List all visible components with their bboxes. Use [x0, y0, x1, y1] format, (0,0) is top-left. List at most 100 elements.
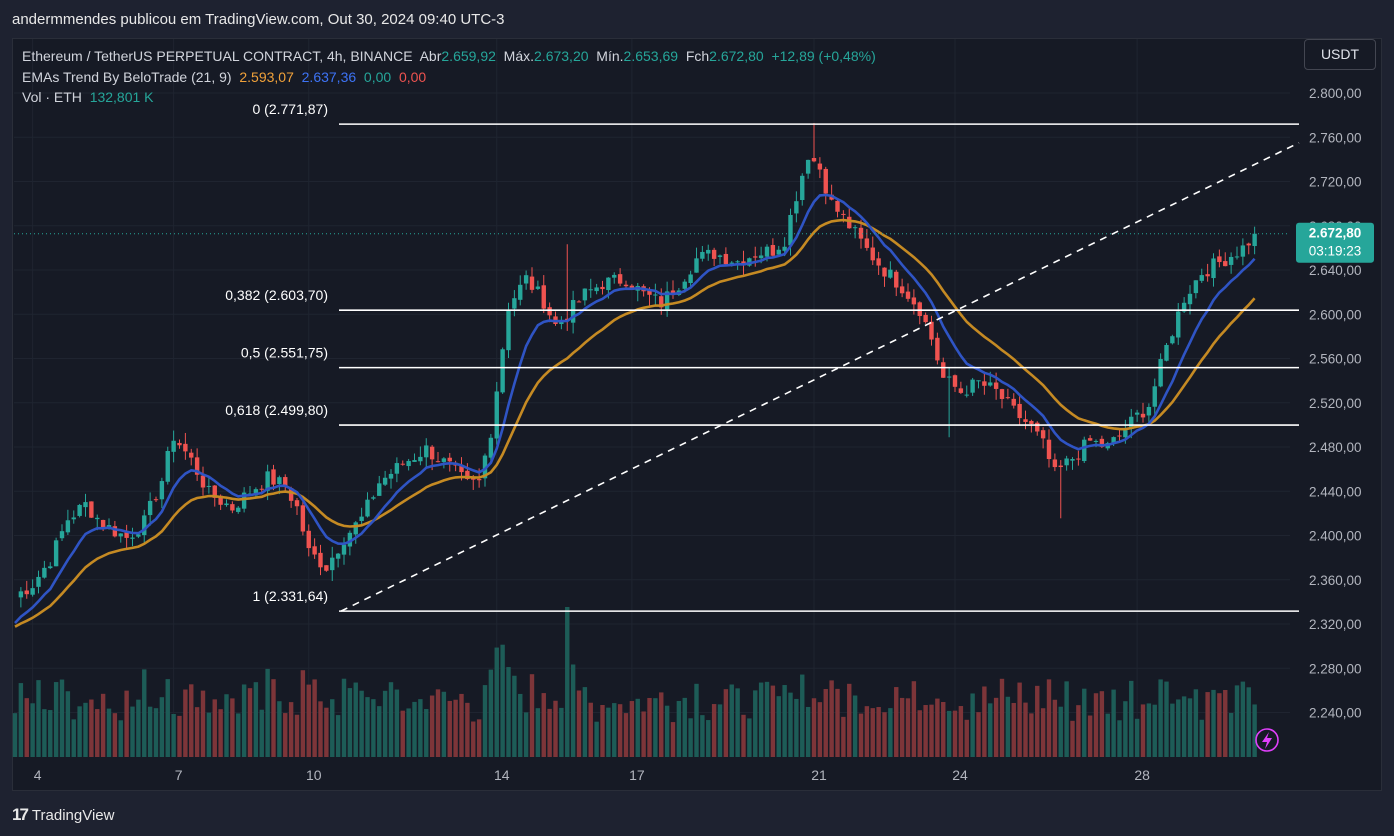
lightning-icon[interactable] — [1255, 728, 1279, 752]
candle-body[interactable] — [664, 291, 670, 310]
candle-body[interactable] — [36, 576, 41, 587]
candle-body[interactable] — [905, 291, 911, 299]
candle-body[interactable] — [1240, 245, 1246, 257]
candle-body[interactable] — [236, 507, 241, 512]
ema-title[interactable]: EMAs Trend By BeloTrade (21, 9) — [22, 68, 232, 85]
chart-panel[interactable] — [12, 38, 1382, 791]
candle-body[interactable] — [306, 530, 311, 549]
candle-body[interactable] — [429, 446, 435, 460]
candle-body[interactable] — [259, 488, 264, 490]
candle-body[interactable] — [335, 553, 341, 559]
candle-body[interactable] — [194, 457, 200, 475]
candle-body[interactable] — [1035, 422, 1040, 432]
candle-body[interactable] — [494, 391, 499, 439]
candle-body[interactable] — [65, 520, 71, 533]
candle-body[interactable] — [1205, 274, 1210, 277]
candle-body[interactable] — [253, 489, 259, 496]
candle-body[interactable] — [935, 337, 940, 361]
trend-line[interactable] — [340, 142, 1300, 612]
candle-body[interactable] — [1029, 420, 1034, 424]
candle-body[interactable] — [659, 296, 664, 308]
volume-title[interactable]: Vol · ETH — [22, 89, 82, 105]
candle-body[interactable] — [418, 456, 423, 462]
candle-body[interactable] — [435, 461, 441, 463]
candle-body[interactable] — [970, 379, 975, 393]
candle-body[interactable] — [1076, 458, 1081, 460]
candle-body[interactable] — [1217, 256, 1222, 263]
candle-body[interactable] — [782, 246, 787, 251]
candle-body[interactable] — [212, 485, 217, 498]
candle-body[interactable] — [159, 481, 165, 500]
candle-body[interactable] — [353, 522, 358, 535]
candle-body[interactable] — [382, 477, 388, 485]
candle-body[interactable] — [523, 275, 529, 284]
candle-body[interactable] — [271, 469, 276, 485]
candle-body[interactable] — [688, 274, 693, 283]
candle-body[interactable] — [265, 471, 270, 491]
candle-body[interactable] — [283, 477, 288, 487]
candle-body[interactable] — [89, 501, 94, 518]
candle-body[interactable] — [341, 544, 347, 555]
candle-body[interactable] — [988, 382, 993, 386]
candle-body[interactable] — [441, 458, 447, 462]
candle-body[interactable] — [999, 389, 1005, 399]
candle-body[interactable] — [717, 255, 723, 257]
candle-body[interactable] — [100, 519, 106, 529]
candle-body[interactable] — [576, 301, 582, 303]
candle-body[interactable] — [200, 475, 206, 488]
candle-body[interactable] — [42, 567, 47, 578]
candle-body[interactable] — [1040, 430, 1046, 439]
candle-body[interactable] — [1211, 258, 1216, 279]
candle-body[interactable] — [59, 531, 65, 539]
candle-body[interactable] — [1140, 413, 1146, 418]
candle-body[interactable] — [512, 298, 517, 309]
candle-body[interactable] — [1199, 275, 1204, 281]
symbol-name[interactable]: Ethereum / TetherUS PERPETUAL CONTRACT, … — [22, 48, 413, 64]
candle-body[interactable] — [1252, 233, 1257, 247]
candle-body[interactable] — [729, 262, 734, 264]
candle-body[interactable] — [147, 500, 153, 516]
candle-body[interactable] — [112, 526, 118, 537]
candle-body[interactable] — [700, 251, 705, 259]
candle-body[interactable] — [964, 394, 969, 396]
candle-body[interactable] — [406, 460, 411, 467]
candle-body[interactable] — [600, 286, 605, 290]
candle-body[interactable] — [277, 477, 282, 485]
candle-body[interactable] — [805, 159, 811, 174]
candle-body[interactable] — [1146, 406, 1152, 416]
candle-body[interactable] — [541, 285, 546, 309]
candle-body[interactable] — [982, 381, 987, 386]
candle-body[interactable] — [1158, 359, 1163, 387]
candle-body[interactable] — [294, 500, 300, 507]
candle-body[interactable] — [1170, 336, 1175, 344]
candle-body[interactable] — [224, 503, 229, 506]
candle-body[interactable] — [894, 271, 899, 288]
candle-body[interactable] — [882, 267, 887, 277]
candle-body[interactable] — [1117, 435, 1122, 437]
candle-body[interactable] — [817, 163, 823, 170]
candle-body[interactable] — [288, 488, 294, 501]
candle-body[interactable] — [1087, 438, 1093, 441]
candle-body[interactable] — [482, 455, 488, 479]
candle-body[interactable] — [694, 258, 699, 273]
candle-body[interactable] — [1005, 397, 1011, 399]
candle-body[interactable] — [788, 214, 793, 246]
candle-body[interactable] — [300, 505, 306, 532]
candle-body[interactable] — [142, 515, 147, 536]
candle-body[interactable] — [1023, 419, 1028, 422]
candle-body[interactable] — [1082, 439, 1087, 462]
candle-body[interactable] — [124, 532, 129, 538]
candle-body[interactable] — [1181, 302, 1187, 312]
candle-body[interactable] — [1193, 280, 1199, 294]
footer-brand[interactable]: 17 TradingView — [12, 805, 114, 825]
candle-body[interactable] — [1234, 256, 1240, 258]
candle-body[interactable] — [371, 497, 376, 499]
candle-body[interactable] — [18, 591, 24, 598]
candle-body[interactable] — [465, 470, 470, 480]
candle-body[interactable] — [1099, 438, 1105, 447]
candle-body[interactable] — [706, 249, 711, 254]
candle-body[interactable] — [946, 376, 952, 378]
candle-body[interactable] — [471, 478, 476, 480]
candle-body[interactable] — [1228, 256, 1234, 265]
